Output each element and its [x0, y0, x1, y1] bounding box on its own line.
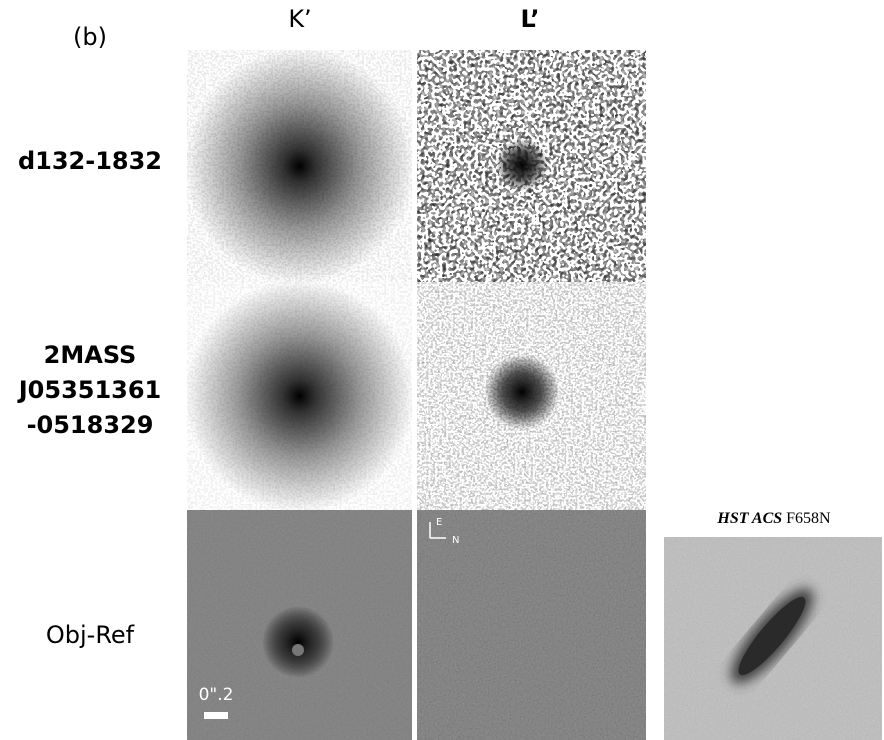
image-k-row2 — [187, 282, 412, 510]
hst-title-rest: F658N — [786, 510, 831, 527]
row-label: Obj-Ref — [46, 621, 135, 649]
row-label: d132-1832 — [18, 147, 162, 175]
scale-bar-label: 0".2 — [199, 685, 234, 705]
image-l-row2 — [417, 282, 646, 510]
compass-north: N — [452, 535, 459, 546]
image-k-row1 — [187, 50, 412, 282]
image-k-row3: 0".2 — [187, 510, 412, 740]
hst-title-italic: HST ACS — [716, 510, 782, 527]
panel-label: (b) — [73, 23, 107, 51]
column-header: L’ — [521, 5, 540, 33]
row-label: 2MASS — [44, 341, 137, 369]
compass-east: E — [436, 517, 442, 528]
image-l-row1 — [417, 50, 646, 282]
row-label: J05351361 — [17, 376, 162, 404]
image-l-row3: E N — [417, 510, 646, 740]
image-hst — [664, 537, 882, 740]
row-label: -0518329 — [27, 411, 154, 439]
hst-title: HST ACS F658N — [716, 510, 831, 527]
column-header: K’ — [288, 5, 311, 33]
